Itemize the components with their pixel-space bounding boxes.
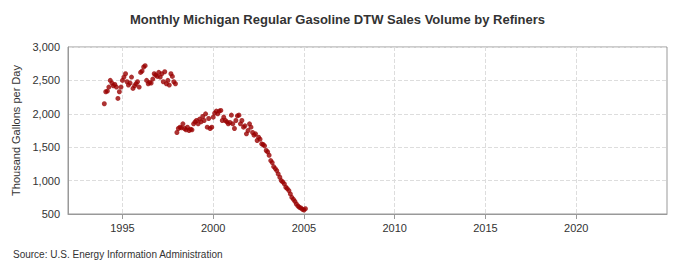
svg-text:1995: 1995 [110,222,134,234]
svg-text:2000: 2000 [201,222,225,234]
svg-text:500: 500 [42,208,60,220]
svg-text:2015: 2015 [473,222,497,234]
svg-text:2,500: 2,500 [32,74,60,86]
svg-text:1,000: 1,000 [32,175,60,187]
svg-text:Source: U.S. Energy Informatio: Source: U.S. Energy Information Administ… [13,249,223,260]
svg-text:Thousand Gallons per Day: Thousand Gallons per Day [10,65,22,196]
svg-text:2005: 2005 [292,222,316,234]
svg-text:2,000: 2,000 [32,108,60,120]
svg-text:2010: 2010 [382,222,406,234]
svg-text:2020: 2020 [564,222,588,234]
svg-text:1,500: 1,500 [32,141,60,153]
svg-text:3,000: 3,000 [32,41,60,53]
svg-text:Monthly Michigan Regular Gasol: Monthly Michigan Regular Gasoline DTW Sa… [130,12,545,27]
